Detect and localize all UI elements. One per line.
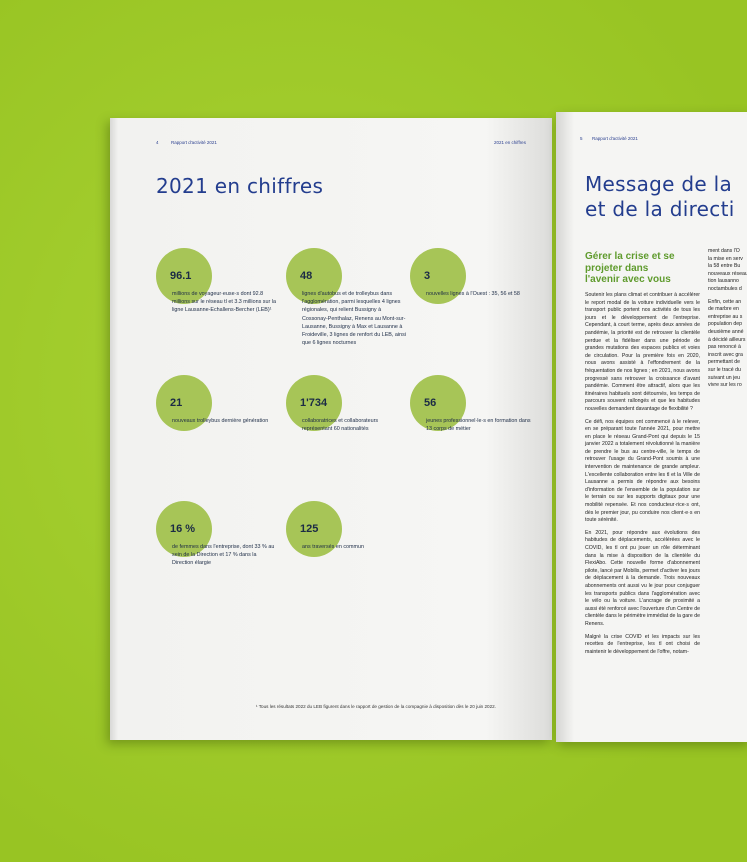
stat-text: ans traversés en commun: [302, 544, 365, 550]
right-page: 5 Rapport d'activité 2021 Message de la …: [556, 112, 747, 742]
text-line: entreprise au s: [708, 313, 743, 320]
paragraph: Ce défi, nos équipes ont commencé à le r…: [585, 418, 700, 524]
paragraph: Soutenir les plans climat et contribuer …: [585, 292, 700, 412]
stat-circle: [286, 501, 342, 557]
stat-circle: [156, 375, 212, 431]
text-line: Enfin, cette an: [708, 298, 742, 305]
stat-text: jeunes professionnel·le·s en formation d…: [426, 418, 531, 433]
page-title: 2021 en chiffres: [156, 174, 324, 198]
text-line: population dep: [708, 321, 743, 328]
text-line: inscrit avec gra: [708, 351, 743, 358]
body-column: ment dans l'O la mise en serv la 58 entre …: [708, 248, 747, 390]
text-line: la mise en serv: [708, 255, 743, 262]
text-line: de marbre en: [708, 306, 739, 313]
text-line: pas renoncé à: [708, 344, 741, 351]
section-label: 2021 en chiffres: [494, 140, 526, 145]
text-line: sur le tracé du: [708, 366, 741, 373]
text-line: suivant un jeu: [708, 374, 741, 381]
stat-text: lignes d'autobus et de trolleybus dans l…: [302, 291, 406, 347]
stat-circle: [410, 375, 466, 431]
stat-value: 48: [300, 270, 313, 282]
body-column: Soutenir les plans climat et contribuer …: [585, 292, 700, 661]
text-line: la 58 entre Bu: [708, 263, 741, 270]
stat-value: 1'734: [300, 397, 328, 409]
running-head: Rapport d'activité 2021: [171, 140, 217, 145]
stat-value: 96.1: [170, 270, 192, 282]
text-line: noctambules d: [708, 285, 742, 292]
stat-circle: [156, 501, 212, 557]
stat-circle: [410, 248, 466, 304]
subtitle: Gérer la crise et se projeter dans l'ave…: [585, 251, 675, 285]
title-line: et de la directi: [585, 197, 735, 221]
title-line: Message de la: [585, 172, 733, 196]
stat-value: 56: [424, 397, 437, 409]
stat-value: 16 %: [170, 523, 196, 535]
paragraph: Malgré la crise COVID et les impacts sur…: [585, 633, 700, 655]
stat-circle: [156, 248, 212, 304]
stat-text: millions de voyageur·euse·s dont 92.8 mi…: [172, 291, 276, 314]
text-line: nouveaux réseau: [708, 270, 747, 277]
page-number: 4: [156, 140, 159, 145]
stat-circle: [286, 375, 342, 431]
text-line: vivre sur les ro: [708, 382, 742, 389]
stat-circle: [286, 248, 342, 304]
stat-text: de femmes dans l'entreprise, dont 33 % a…: [172, 544, 275, 567]
stat-value: 21: [170, 397, 183, 409]
left-page: 4 Rapport d'activité 2021 2021 en chiffr…: [110, 118, 552, 740]
text-line: permettant de: [708, 359, 741, 366]
text-line: deuxième anné: [708, 328, 744, 335]
paragraph: En 2021, pour répondre aux évolutions de…: [585, 529, 700, 627]
stat-value: 125: [300, 523, 319, 535]
page-title: Message de la et de la directi: [585, 172, 735, 222]
text-line: à décidé ailleurs: [708, 336, 746, 343]
text-line: tion lausanno: [708, 278, 739, 285]
text-line: ment dans l'O: [708, 248, 740, 254]
stat-text: nouvelles lignes à l'Ouest : 35, 56 et 5…: [426, 291, 520, 297]
stat-value: 3: [424, 270, 431, 282]
stat-text: nouveaux trolleybus dernière génération: [172, 418, 269, 424]
footnote: ¹ Tous les résultats 2022 du LEB figuren…: [256, 704, 496, 709]
page-number: 5: [580, 136, 583, 141]
stat-text: collaboratrices et collaborateurs représ…: [302, 418, 379, 433]
running-head: Rapport d'activité 2021: [592, 136, 638, 141]
